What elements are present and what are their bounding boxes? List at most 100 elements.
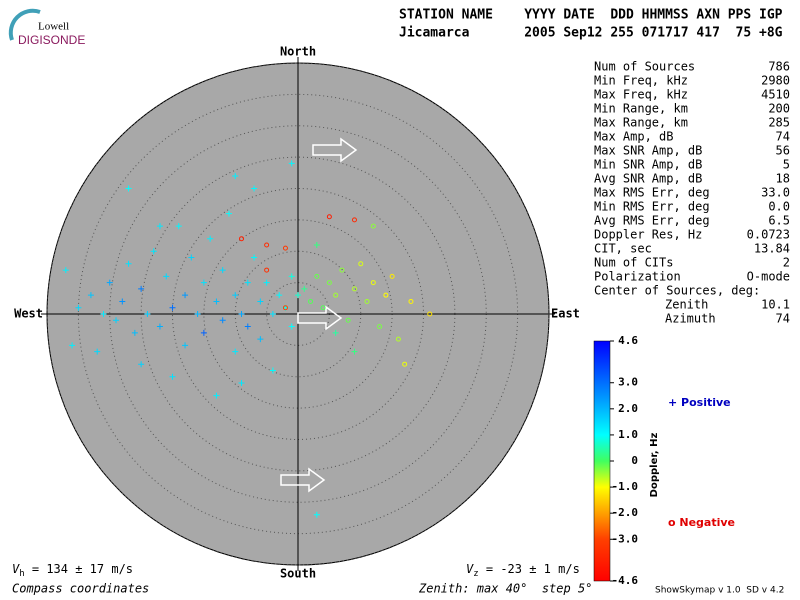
source-positive [156,323,163,330]
source-negative [364,298,370,304]
source-positive [200,329,207,336]
compass-east: East [551,307,580,321]
source-positive [238,311,245,317]
source-positive [263,279,270,286]
source-positive [62,267,69,274]
compass-north: North [280,45,316,59]
source-positive [175,223,182,230]
stat-value: 6.5 [768,214,790,228]
source-positive [288,273,295,280]
stat-value: 74 [776,312,790,326]
stat-label: Doppler Res, Hz [594,228,702,242]
source-positive [225,210,232,217]
zenith-note: Zenith: max 40° step 5° [418,582,592,596]
source-positive [182,342,189,349]
stat-label: Azimuth [665,312,716,326]
stat-label: Avg RMS Err, deg [594,214,710,228]
source-positive [207,235,214,242]
source-positive [244,323,251,330]
source-positive [301,285,308,292]
stat-label: Max Freq, kHz [594,88,688,102]
source-positive [150,248,157,255]
stat-value: 2980 [761,74,790,88]
source-positive [332,329,339,336]
source-positive [269,367,276,374]
stat-value: 10.1 [761,298,790,312]
source-positive [75,304,82,311]
legend-positive: + Positive [668,396,731,409]
stat-label: Zenith [665,298,708,312]
stat-label: Min SNR Amp, dB [594,158,702,172]
source-negative [264,242,270,248]
source-positive [138,361,145,368]
stat-value: 74 [776,130,790,144]
source-positive [169,373,176,380]
source-positive [288,323,295,330]
colorbar-tick-label: 3.0 [618,376,638,389]
vz: Vz = -23 ± 1 m/s [466,562,580,579]
vh-text: = 134 ± 17 m/s [25,562,133,576]
source-negative [282,305,288,311]
colorbar-tick-label: -1.0 [612,480,639,493]
stat-value: 33.0 [761,186,790,200]
source-positive [276,292,283,299]
stat-label: CIT, sec [594,242,652,256]
source-negative [358,261,364,267]
source-positive [169,304,176,311]
source-negative [320,305,326,311]
source-negative [351,217,357,223]
source-negative [377,324,383,330]
source-positive [94,348,101,355]
stat-value: 4510 [761,88,790,102]
source-positive [232,348,239,355]
stat-label: Num of CITs [594,256,673,270]
source-negative [339,267,345,273]
source-positive [119,298,126,305]
vz-symbol: V [466,562,474,576]
header-labels: STATION NAME YYYY DATE DDD HHMMSS AXN PP… [399,8,783,23]
stat-value: 786 [768,60,790,74]
stat-label: Polarization [594,270,681,284]
source-negative [427,311,433,317]
source-negative [389,273,395,279]
source-positive [269,311,276,317]
source-negative [383,292,389,298]
source-positive [257,336,264,343]
source-positive [125,260,132,267]
source-negative [282,245,288,251]
stat-label: Max Range, km [594,116,688,130]
stat-value: O-mode [747,270,790,284]
source-negative [333,292,339,298]
vz-text: = -23 ± 1 m/s [479,562,580,576]
source-negative [239,236,245,242]
drift-arrow [280,467,326,493]
source-positive [138,285,145,292]
stat-label: Min Freq, kHz [594,74,688,88]
source-positive [251,185,258,192]
source-negative [402,361,408,367]
stat-label: Min Range, km [594,102,688,116]
source-positive [113,317,120,324]
logo-top: Lowell [38,21,69,33]
vh: Vh = 134 ± 17 m/s [12,562,133,579]
coords-note: Compass coordinates [12,582,149,596]
stat-value: 0.0723 [747,228,790,242]
header-values: Jicamarca 2005 Sep12 255 071717 417 75 +… [399,26,783,41]
source-positive [163,273,170,280]
source-positive [100,311,107,317]
colorbar-tick-label: 2.0 [618,402,638,415]
source-negative [326,280,332,286]
drift-arrow [297,305,343,331]
source-positive [295,292,301,299]
stat-value: 285 [768,116,790,130]
source-positive [288,160,295,167]
stat-label: Center of Sources, deg: [594,284,760,298]
logo-bottom: DIGISONDE [18,33,85,47]
colorbar [593,340,611,582]
vz-sub: z [473,569,478,579]
stat-label: Num of Sources [594,60,695,74]
colorbar-tick-label: -2.0 [612,506,639,519]
stat-label: Max SNR Amp, dB [594,144,702,158]
colorbar-tick-label: -3.0 [612,532,639,545]
